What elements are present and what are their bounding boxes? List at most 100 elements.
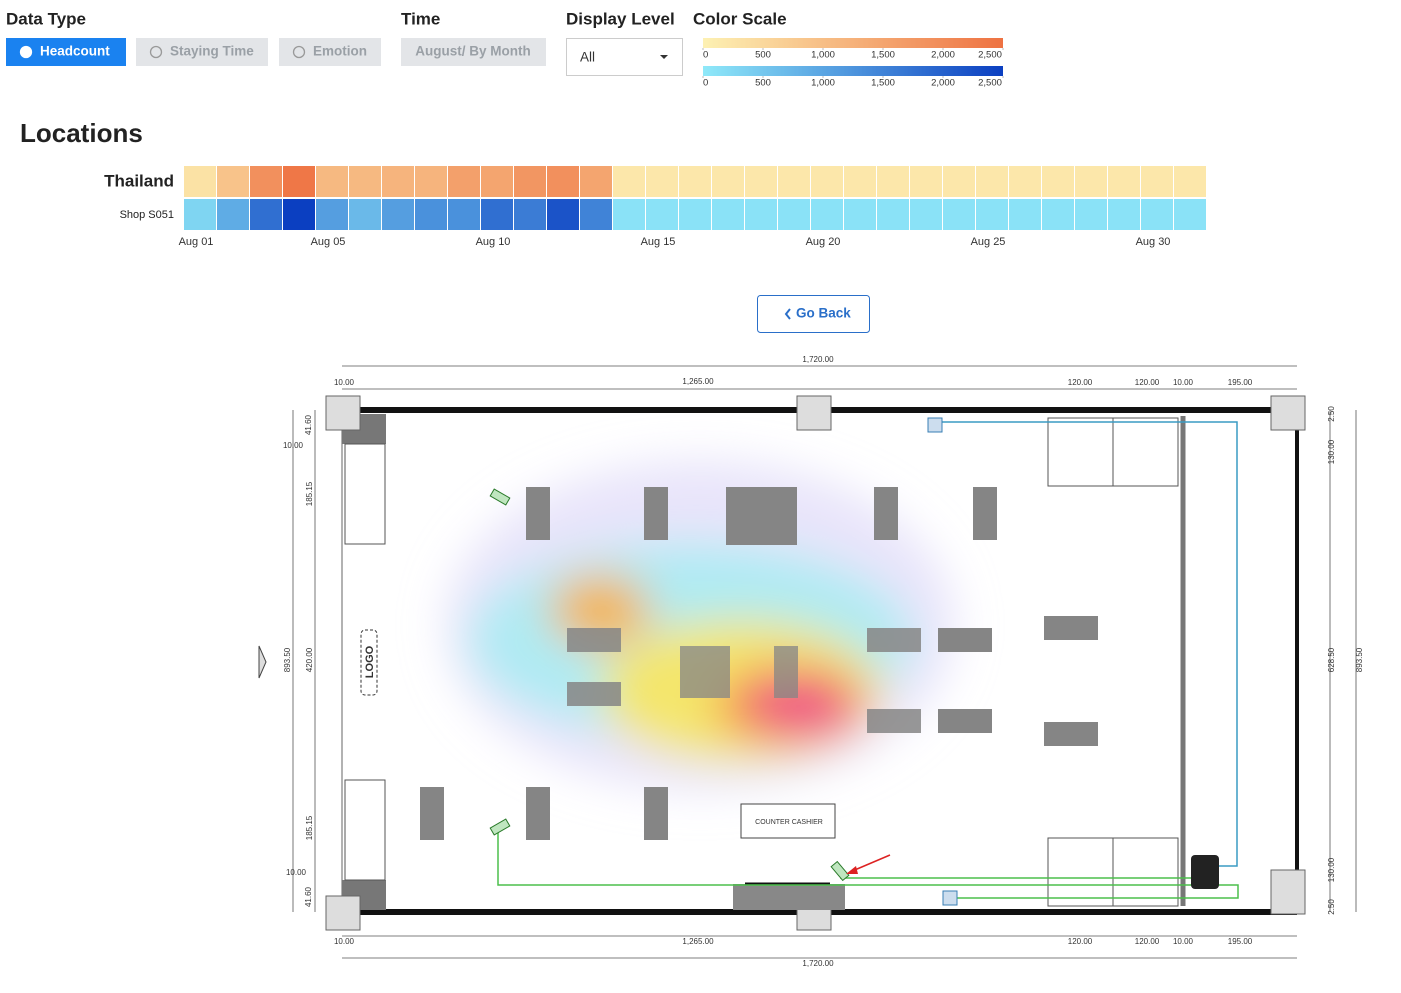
button-label: Headcount xyxy=(40,44,110,59)
heat-cell[interactable] xyxy=(1075,199,1107,230)
heat-cell[interactable] xyxy=(1042,199,1074,230)
heat-cell[interactable] xyxy=(1174,199,1206,230)
heat-cell[interactable] xyxy=(943,199,975,230)
plan-shape xyxy=(497,830,1239,899)
heat-cell[interactable] xyxy=(811,199,843,230)
heat-cell[interactable] xyxy=(745,166,777,197)
plan-shape xyxy=(360,629,378,696)
heat-cell[interactable] xyxy=(910,199,942,230)
plan-label: 893.50 xyxy=(283,647,292,672)
heat-cell[interactable] xyxy=(184,199,216,230)
heat-cell[interactable] xyxy=(217,199,249,230)
heat-cell[interactable] xyxy=(349,199,381,230)
plan-shape xyxy=(325,895,361,931)
heat-cell[interactable] xyxy=(910,166,942,197)
heat-cell[interactable] xyxy=(283,166,315,197)
heat-cell[interactable] xyxy=(613,199,645,230)
heat-cell[interactable] xyxy=(646,166,678,197)
heat-cell[interactable] xyxy=(976,166,1008,197)
plan-shape xyxy=(1270,869,1306,915)
heat-cell[interactable] xyxy=(217,166,249,197)
heat-cell[interactable] xyxy=(382,199,414,230)
heat-cell[interactable] xyxy=(349,166,381,197)
plan-label: 10.00 xyxy=(334,378,355,387)
data-type-button[interactable]: Staying Time xyxy=(136,38,268,66)
heat-cell[interactable] xyxy=(745,199,777,230)
heat-cell[interactable] xyxy=(877,199,909,230)
plan-label: 120.00 xyxy=(1135,937,1160,946)
x-label: Aug 10 xyxy=(476,236,511,248)
heat-cell[interactable] xyxy=(448,199,480,230)
heat-cell[interactable] xyxy=(712,199,744,230)
heat-cell[interactable] xyxy=(712,166,744,197)
time-button[interactable]: August/ By Month xyxy=(401,38,546,66)
heat-cell[interactable] xyxy=(514,199,546,230)
plan-label: 1,265.00 xyxy=(682,377,714,386)
heat-cell[interactable] xyxy=(316,199,348,230)
scale-tick-label: 2,500 xyxy=(978,78,1002,89)
heat-cell[interactable] xyxy=(184,166,216,197)
heat-cell[interactable] xyxy=(1009,199,1041,230)
heat-cell[interactable] xyxy=(1174,166,1206,197)
heat-cell[interactable] xyxy=(547,199,579,230)
x-label: Aug 05 xyxy=(311,236,346,248)
plan-shape xyxy=(1044,722,1098,746)
heat-cell[interactable] xyxy=(1108,166,1140,197)
data-type-button[interactable]: Emotion xyxy=(279,38,381,66)
heat-cell[interactable] xyxy=(580,199,612,230)
heat-cell[interactable] xyxy=(1009,166,1041,197)
go-back-button[interactable]: Go Back xyxy=(757,295,870,333)
heat-cell[interactable] xyxy=(481,199,513,230)
scale-tick-label: 1,000 xyxy=(811,78,835,89)
heat-cell[interactable] xyxy=(250,199,282,230)
plan-label: 10.00 xyxy=(1173,937,1194,946)
button-icon xyxy=(292,45,306,59)
plan-shape xyxy=(867,709,921,733)
plan-label: 185.15 xyxy=(305,815,314,840)
heat-cell[interactable] xyxy=(547,166,579,197)
plan-label: 10.00 xyxy=(286,868,307,877)
heat-cell[interactable] xyxy=(943,166,975,197)
heat-cell[interactable] xyxy=(646,199,678,230)
heat-cell[interactable] xyxy=(679,166,711,197)
heat-cell[interactable] xyxy=(580,166,612,197)
heat-cell[interactable] xyxy=(250,166,282,197)
heat-cell[interactable] xyxy=(778,199,810,230)
button-label: August/ By Month xyxy=(415,44,530,59)
heat-cell[interactable] xyxy=(1141,166,1173,197)
heat-cell[interactable] xyxy=(1075,166,1107,197)
plan-shape xyxy=(526,787,550,840)
plan-label: 130.00 xyxy=(1327,439,1336,464)
heat-cell[interactable] xyxy=(778,166,810,197)
heat-cell[interactable] xyxy=(448,166,480,197)
heat-cell[interactable] xyxy=(316,166,348,197)
heat-cell[interactable] xyxy=(613,166,645,197)
heat-cell[interactable] xyxy=(481,166,513,197)
plan-shape xyxy=(325,395,361,431)
heat-cell[interactable] xyxy=(976,199,1008,230)
plan-label: 10.00 xyxy=(1173,378,1194,387)
heat-cell[interactable] xyxy=(844,199,876,230)
display-level-select[interactable]: All xyxy=(566,38,683,76)
heat-cell[interactable] xyxy=(811,166,843,197)
heat-cell[interactable] xyxy=(1042,166,1074,197)
heat-cell[interactable] xyxy=(283,199,315,230)
heat-cell[interactable] xyxy=(514,166,546,197)
plan-label: 2.50 xyxy=(1327,899,1336,915)
button-bg xyxy=(401,38,546,66)
heat-cell[interactable] xyxy=(877,166,909,197)
heat-cell[interactable] xyxy=(415,166,447,197)
heat-cell[interactable] xyxy=(1141,199,1173,230)
heat-cell[interactable] xyxy=(1108,199,1140,230)
scale-tick-label: 1,000 xyxy=(811,50,835,61)
heat-cell[interactable] xyxy=(844,166,876,197)
plan-label: 1,720.00 xyxy=(802,355,834,364)
select-bg xyxy=(566,38,683,76)
plan-label: 185.15 xyxy=(305,481,314,506)
button-label: Go Back xyxy=(796,306,851,321)
plan-shape xyxy=(830,860,850,882)
heat-cell[interactable] xyxy=(679,199,711,230)
data-type-button[interactable]: Headcount xyxy=(6,38,126,66)
heat-cell[interactable] xyxy=(382,166,414,197)
heat-cell[interactable] xyxy=(415,199,447,230)
